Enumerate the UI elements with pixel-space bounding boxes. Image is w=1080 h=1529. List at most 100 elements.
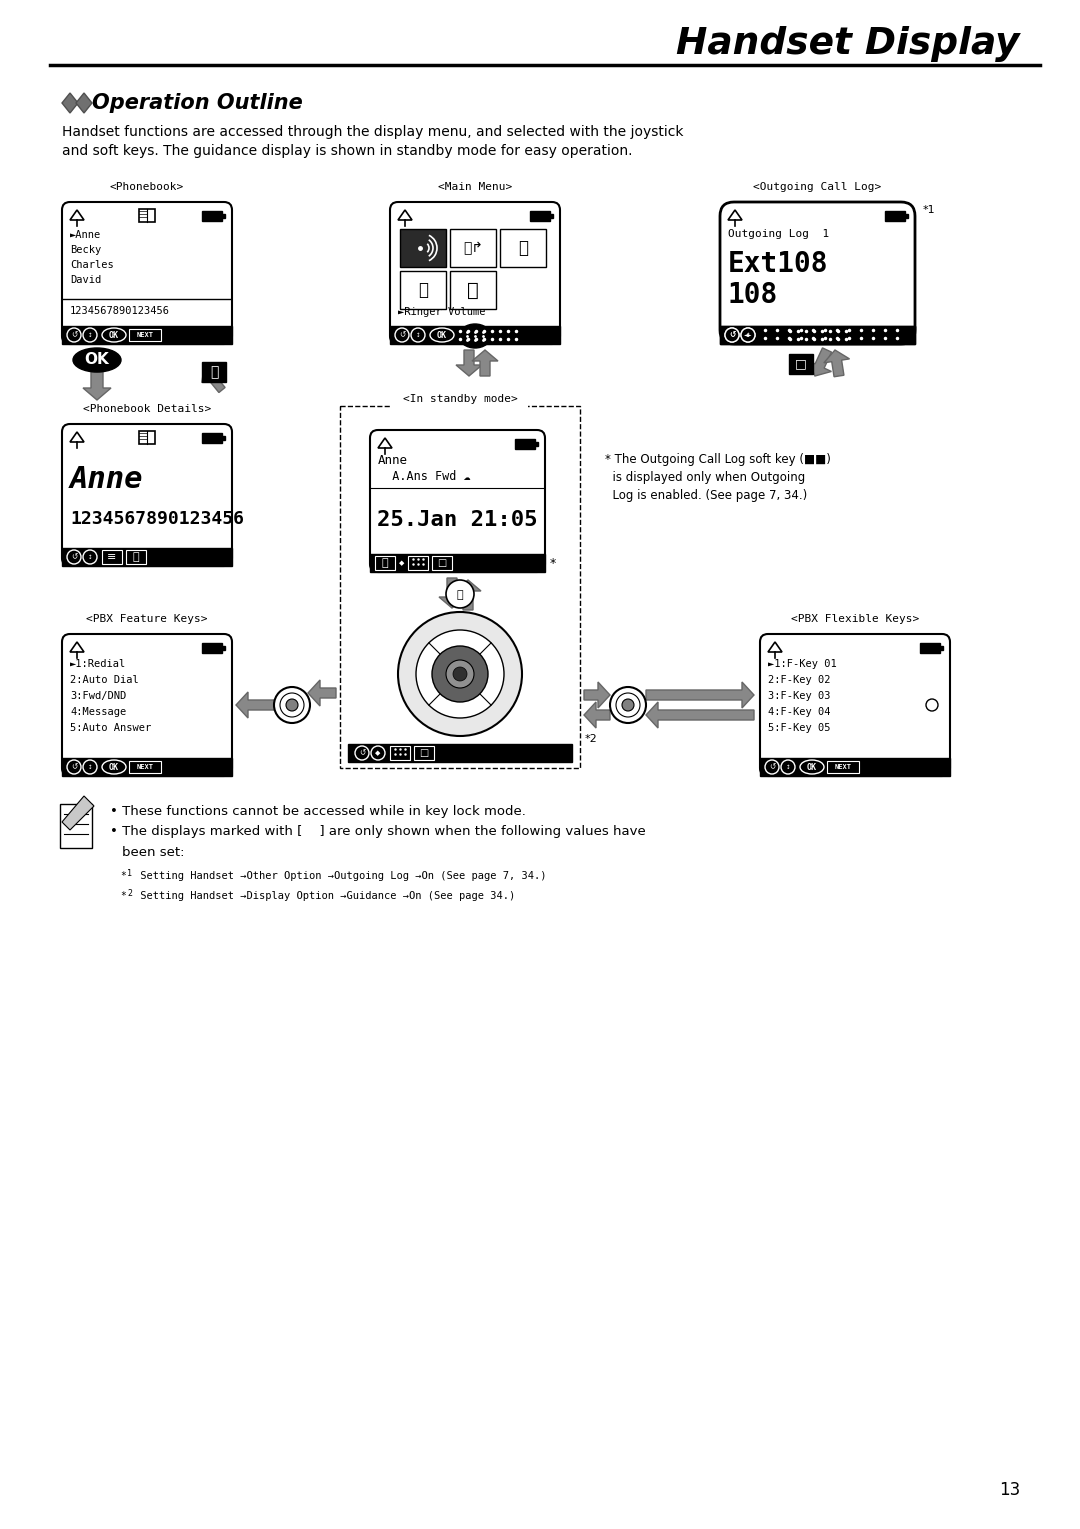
FancyArrow shape [646, 682, 754, 708]
Circle shape [741, 329, 755, 342]
Circle shape [372, 746, 384, 760]
Polygon shape [76, 93, 92, 113]
FancyBboxPatch shape [390, 202, 561, 344]
Text: ↺: ↺ [769, 763, 775, 772]
FancyArrow shape [808, 349, 832, 376]
Bar [202, 644, 222, 653]
Text: • The displays marked with [    ] are only shown when the following values have: • The displays marked with [ ] are only … [110, 826, 646, 838]
Bar [202, 362, 226, 382]
Circle shape [355, 746, 369, 760]
Text: 25.Jan 21:05: 25.Jan 21:05 [377, 511, 537, 531]
Bar [129, 329, 161, 341]
Circle shape [280, 693, 303, 717]
Bar [885, 211, 905, 222]
Text: Outgoing Log  1: Outgoing Log 1 [728, 229, 829, 239]
Bar [414, 746, 434, 760]
Text: <Main Menu>: <Main Menu> [437, 182, 512, 193]
Bar [920, 644, 940, 653]
Text: *: * [120, 891, 126, 901]
Bar [62, 758, 232, 777]
Text: □: □ [437, 558, 447, 567]
FancyArrow shape [456, 350, 482, 376]
Text: OK: OK [84, 353, 109, 367]
Text: Anne: Anne [70, 465, 144, 494]
Text: ↕: ↕ [87, 764, 92, 769]
Bar [375, 557, 395, 570]
Circle shape [926, 699, 939, 711]
Text: ↺: ↺ [71, 552, 77, 561]
Circle shape [395, 329, 409, 342]
Text: ◄: ◄ [421, 670, 428, 679]
Bar [400, 271, 446, 309]
Text: ◆: ◆ [376, 751, 380, 755]
Text: A.Ans Fwd ☁: A.Ans Fwd ☁ [378, 469, 471, 483]
Text: 5:F-Key 05: 5:F-Key 05 [768, 723, 831, 732]
Bar [340, 407, 580, 768]
Text: □: □ [795, 358, 807, 370]
Text: been set:: been set: [122, 846, 185, 858]
Text: ↕: ↕ [785, 764, 791, 769]
Bar [390, 326, 561, 344]
Circle shape [83, 329, 97, 342]
Text: ►1:F-Key 01: ►1:F-Key 01 [768, 659, 837, 670]
Text: ►Ringer Volume: ►Ringer Volume [399, 307, 486, 317]
Circle shape [274, 687, 310, 723]
Bar [827, 761, 859, 774]
Circle shape [83, 760, 97, 774]
FancyArrow shape [83, 372, 111, 401]
Text: NEXT: NEXT [136, 764, 153, 771]
Text: 2: 2 [127, 888, 132, 898]
Text: 4:Message: 4:Message [70, 706, 126, 717]
Bar [500, 229, 546, 268]
Circle shape [67, 550, 81, 564]
Text: Ext108: Ext108 [728, 251, 828, 278]
Text: Handset functions are accessed through the display menu, and selected with the j: Handset functions are accessed through t… [62, 125, 684, 139]
Text: ►: ► [492, 670, 499, 679]
Text: *: * [550, 557, 556, 569]
Bar [450, 271, 496, 309]
Circle shape [725, 329, 739, 342]
Bar [760, 758, 950, 777]
Ellipse shape [73, 349, 121, 372]
Text: ⌹↱: ⌹↱ [463, 242, 483, 255]
Bar [432, 557, 453, 570]
Circle shape [453, 667, 467, 680]
Text: OK: OK [109, 330, 119, 339]
Bar [60, 804, 92, 849]
Text: 📱: 📱 [418, 281, 428, 300]
Text: * The Outgoing Call Log soft key (■■): * The Outgoing Call Log soft key (■■) [605, 454, 831, 466]
Text: Setting Handset →Display Option →Guidance →On (See page 34.): Setting Handset →Display Option →Guidanc… [134, 891, 515, 901]
Bar [202, 211, 222, 222]
Text: ◆: ◆ [400, 560, 405, 566]
Bar [202, 433, 222, 443]
Bar [530, 211, 550, 222]
FancyBboxPatch shape [62, 635, 232, 777]
Text: Setting Handset →Other Option →Outgoing Log →On (See page 7, 34.): Setting Handset →Other Option →Outgoing … [134, 872, 546, 881]
Circle shape [67, 329, 81, 342]
Polygon shape [62, 93, 78, 113]
Circle shape [616, 693, 640, 717]
Text: Handset Display: Handset Display [676, 26, 1020, 63]
Circle shape [67, 760, 81, 774]
Bar [139, 209, 156, 222]
Text: <In standby mode>: <In standby mode> [403, 394, 517, 404]
Ellipse shape [102, 329, 126, 342]
FancyBboxPatch shape [370, 430, 545, 572]
Bar [450, 229, 496, 268]
Circle shape [432, 645, 488, 702]
FancyBboxPatch shape [62, 424, 232, 566]
Text: ↕: ↕ [87, 332, 92, 338]
Circle shape [286, 699, 298, 711]
Text: FUNC: FUNC [416, 670, 434, 679]
Circle shape [83, 550, 97, 564]
Text: □: □ [419, 748, 429, 758]
Bar [550, 214, 553, 219]
Text: ↕: ↕ [87, 555, 92, 560]
Text: 1: 1 [127, 868, 132, 878]
FancyArrow shape [438, 578, 465, 609]
Text: OK: OK [807, 763, 816, 772]
Text: NEXT: NEXT [835, 764, 851, 771]
Text: *: * [120, 872, 126, 881]
Text: 2:Auto Dial: 2:Auto Dial [70, 674, 138, 685]
Text: ↺: ↺ [729, 330, 735, 339]
